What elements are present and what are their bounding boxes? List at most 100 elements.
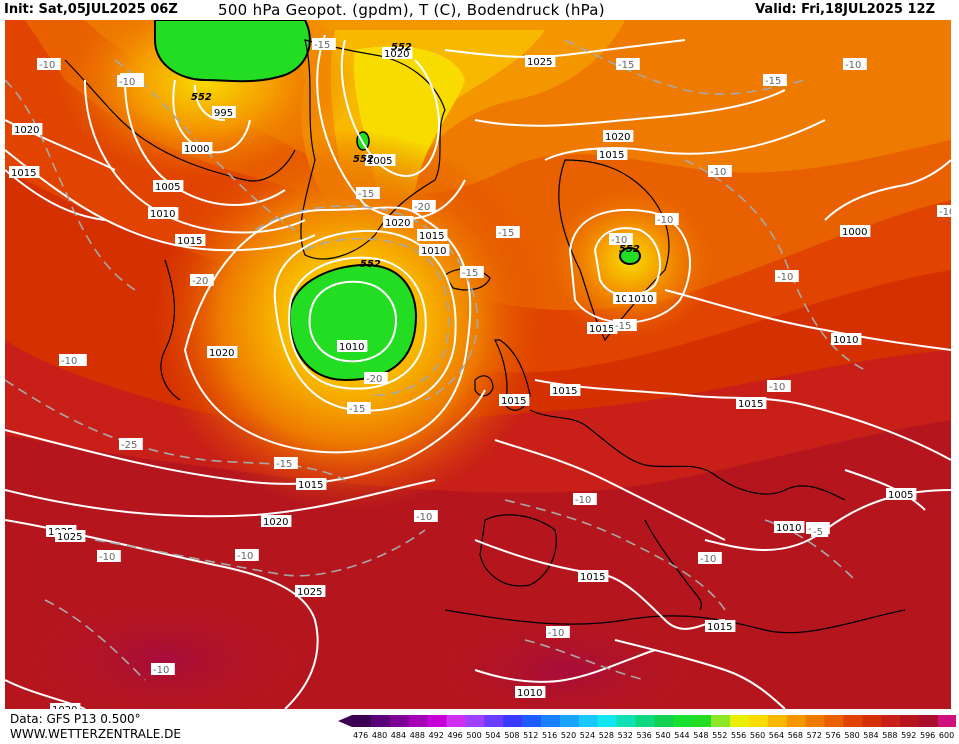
svg-text:1010: 1010 <box>150 209 175 220</box>
isobar-1015-africa <box>614 639 786 709</box>
isobar-label: 1015 <box>597 148 628 161</box>
chart-header: Init: Sat,05JUL2025 06Z 500 hPa Geopot. … <box>0 0 959 20</box>
scale-swatch <box>559 715 580 727</box>
svg-text:-20: -20 <box>366 374 382 385</box>
isotherm-minus10-europe <box>504 499 726 611</box>
isobar-label: 1010 <box>148 207 179 220</box>
svg-text:1025: 1025 <box>297 587 322 598</box>
scale-tick-label: 532 <box>618 731 633 740</box>
svg-text:1015: 1015 <box>552 386 577 397</box>
field-hot-africa <box>425 610 705 709</box>
isobar-label: 1020 <box>261 515 292 528</box>
isobar-label: 1005 <box>886 488 917 501</box>
scale-swatch <box>446 715 466 727</box>
scale-tick-label: 528 <box>599 731 614 740</box>
coast-africa <box>444 609 906 634</box>
field-hot-atlantic <box>15 590 315 709</box>
isobar-1010-east <box>664 289 951 351</box>
svg-text:1015: 1015 <box>298 480 323 491</box>
isobar-1025-greenland <box>340 39 440 177</box>
svg-text:1015: 1015 <box>177 236 202 247</box>
geopot-552-region-scandinavia <box>619 247 641 265</box>
scale-tick-label: 520 <box>561 731 576 740</box>
svg-text:-10: -10 <box>39 60 55 71</box>
valid-time: Valid: Fri,18JUL2025 12Z <box>755 2 935 17</box>
scale-swatch <box>484 715 504 727</box>
scale-swatch <box>843 715 863 727</box>
isotherm-label: -10 <box>609 233 633 246</box>
isobar-1010-africa <box>474 649 656 683</box>
coast-ireland <box>474 375 494 397</box>
isobar-label: 1015 <box>417 229 448 242</box>
svg-text:1005: 1005 <box>367 156 392 167</box>
scale-swatch <box>616 715 636 727</box>
website-credit: WWW.WETTERZENTRALE.DE <box>10 727 181 741</box>
scale-swatch <box>919 715 939 727</box>
svg-text:-15: -15 <box>276 459 292 470</box>
isotherm-minus10-south <box>5 379 346 481</box>
svg-text:1020: 1020 <box>384 49 409 60</box>
isobar-1005-atlantic <box>308 280 397 363</box>
isobar-label: 1010 <box>419 244 450 257</box>
scale-swatch <box>900 715 920 727</box>
isobar-1015-central <box>494 439 726 541</box>
scale-swatch <box>673 715 693 727</box>
svg-text:-15: -15 <box>498 228 514 239</box>
isotherm-label: -15 <box>460 266 484 279</box>
svg-text:995: 995 <box>214 108 233 119</box>
map-labels: 1020 1015 1005 1010 1015 1000 995 1020 1025 1020 1… <box>9 38 951 709</box>
scale-swatch <box>370 715 391 727</box>
geopot-552-region-greenland <box>154 20 311 83</box>
isotherm-minus20-atlantic <box>304 238 450 396</box>
scale-swatch <box>937 715 958 727</box>
scale-tick-label: 500 <box>466 731 481 740</box>
svg-text:-10: -10 <box>769 382 785 393</box>
isotherm-label: -10 <box>937 205 951 218</box>
isobar-label: 1020 <box>207 346 238 359</box>
scale-swatch <box>389 715 410 727</box>
svg-text:-10: -10 <box>153 665 169 676</box>
scale-swatch <box>862 715 882 727</box>
isobar-label: 1015 <box>705 620 736 633</box>
isotherm-minus15-canada <box>114 59 296 231</box>
svg-text:1010: 1010 <box>421 246 446 257</box>
svg-text:-15: -15 <box>765 76 781 87</box>
scale-swatch <box>578 715 599 727</box>
isotherm-label: -10 <box>59 354 83 367</box>
isotherm-minus5-east <box>764 519 856 581</box>
isotherm-minus15-north <box>564 39 806 95</box>
coast-italy <box>644 519 702 611</box>
scale-swatch <box>748 715 769 727</box>
svg-text:-10: -10 <box>575 495 591 506</box>
svg-text:1015: 1015 <box>580 572 605 583</box>
isobar-1010-atlantic <box>288 256 427 390</box>
isobar-label: 1025 <box>525 55 556 68</box>
isobar-label: 1010 <box>774 521 805 534</box>
isotherm-label: -10 <box>775 270 799 283</box>
scale-swatch <box>427 715 447 727</box>
isobar-label: 1020 <box>382 47 413 60</box>
isotherm-minus15-atlantic <box>254 205 479 401</box>
isobar-1025-north <box>444 39 686 59</box>
isotherm-label: -10 <box>97 550 121 563</box>
isobar-label: 1015 <box>499 394 530 407</box>
svg-text:-15: -15 <box>615 321 631 332</box>
geopot-552-label: 552 <box>619 244 640 255</box>
svg-text:-10: -10 <box>700 554 716 565</box>
svg-text:1020: 1020 <box>14 125 39 136</box>
scale-tick-label: 516 <box>542 731 557 740</box>
scale-swatch <box>352 715 372 727</box>
scale-tick-label: 536 <box>637 731 652 740</box>
scale-swatch <box>881 715 901 727</box>
geopot-552-label: 552 <box>391 42 412 53</box>
svg-text:-10: -10 <box>710 167 726 178</box>
svg-text:1015: 1015 <box>707 622 732 633</box>
isotherm-label: -15 <box>347 402 371 415</box>
scale-swatch <box>786 715 807 727</box>
scale-tick-label: 488 <box>410 731 425 740</box>
isotherm-label: -5 <box>811 525 829 538</box>
scale-tick-label: 544 <box>674 731 689 740</box>
scale-tick-label: 508 <box>504 731 519 740</box>
isotherm-label: -20 <box>412 200 436 213</box>
scale-tick-label: 580 <box>844 731 859 740</box>
